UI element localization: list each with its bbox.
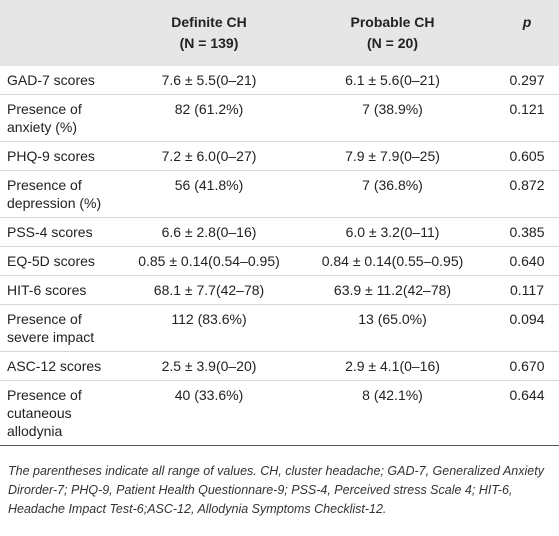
cell: 0.297 [495, 66, 559, 95]
cell: 0.385 [495, 217, 559, 247]
row-label: Presence of anxiety (%) [0, 94, 128, 142]
cell: 68.1 ± 7.7(42–78) [128, 275, 290, 305]
table-row: PSS-4 scores 6.6 ± 2.8(0–16) 6.0 ± 3.2(0–1… [0, 217, 559, 247]
cell: 0.117 [495, 275, 559, 305]
header-cell: Probable CH (N = 20) [290, 0, 495, 66]
table-row: HIT-6 scores 68.1 ± 7.7(42–78) 63.9 ± 11.2… [0, 275, 559, 305]
cell: 0.605 [495, 141, 559, 171]
row-label: GAD-7 scores [0, 66, 128, 95]
cell: 6.0 ± 3.2(0–11) [290, 217, 495, 247]
cell: 112 (83.6%) [128, 304, 290, 352]
cell: 7.2 ± 6.0(0–27) [128, 141, 290, 171]
cell: 0.872 [495, 170, 559, 218]
header-row: Definite CH (N = 139) Probable CH (N = 20) p [0, 0, 559, 66]
table-row: EQ-5D scores 0.85 ± 0.14(0.54–0.95) 0.84 ±… [0, 246, 559, 276]
row-label: ASC-12 scores [0, 351, 128, 381]
header-text: (N = 139) [179, 35, 239, 51]
table-row: PHQ-9 scores 7.2 ± 6.0(0–27) 7.9 ± 7.9(0–2… [0, 141, 559, 171]
row-label: HIT-6 scores [0, 275, 128, 305]
cell: 0.094 [495, 304, 559, 352]
header-text: p [522, 14, 532, 30]
cell: 6.6 ± 2.8(0–16) [128, 217, 290, 247]
row-label: Presence of depression (%) [0, 170, 128, 218]
cell: 7.6 ± 5.5(0–21) [128, 66, 290, 95]
header-cell: Definite CH (N = 139) [128, 0, 290, 66]
cell: 0.121 [495, 94, 559, 142]
table-row: GAD-7 scores 7.6 ± 5.5(0–21) 6.1 ± 5.6(0–2… [0, 66, 559, 95]
cell: 8 (42.1%) [290, 380, 495, 446]
cell: 56 (41.8%) [128, 170, 290, 218]
header-text: Probable CH [350, 14, 435, 30]
table-row: ASC-12 scores 2.5 ± 3.9(0–20) 2.9 ± 4.1(0–… [0, 351, 559, 381]
header-cell: p [495, 0, 559, 66]
row-label: PSS-4 scores [0, 217, 128, 247]
table-row: Presence of severe impact 112 (83.6%) 13 (… [0, 304, 559, 352]
table-row: Presence of anxiety (%) 82 (61.2%) 7 (38.9… [0, 94, 559, 142]
table-row: Presence of depression (%) 56 (41.8%) 7 (3… [0, 170, 559, 218]
table-body: GAD-7 scores 7.6 ± 5.5(0–21) 6.1 ± 5.6(0–2… [0, 66, 559, 446]
table-row: Presence of cutaneous allodynia 40 (33.6%… [0, 380, 559, 446]
cell: 0.640 [495, 246, 559, 276]
cell: 6.1 ± 5.6(0–21) [290, 66, 495, 95]
cell: 7 (38.9%) [290, 94, 495, 142]
row-label: PHQ-9 scores [0, 141, 128, 171]
cell: 2.9 ± 4.1(0–16) [290, 351, 495, 381]
cell: 0.85 ± 0.14(0.54–0.95) [128, 246, 290, 276]
table-header: Definite CH (N = 139) Probable CH (N = 20) p [0, 0, 559, 66]
cell: 82 (61.2%) [128, 94, 290, 142]
cell: 40 (33.6%) [128, 380, 290, 446]
cell: 2.5 ± 3.9(0–20) [128, 351, 290, 381]
cell: 13 (65.0%) [290, 304, 495, 352]
cell: 7 (36.8%) [290, 170, 495, 218]
footnote: The parentheses indicate all range of va… [8, 464, 544, 516]
cell: 0.644 [495, 380, 559, 446]
cell: 0.670 [495, 351, 559, 381]
row-label: Presence of severe impact [0, 304, 128, 352]
row-label: Presence of cutaneous allodynia [0, 380, 128, 446]
cell: 7.9 ± 7.9(0–25) [290, 141, 495, 171]
header-cell [0, 0, 128, 66]
row-label: EQ-5D scores [0, 246, 128, 276]
header-text: Definite CH [171, 14, 247, 30]
header-text: (N = 20) [367, 35, 418, 51]
cell: 63.9 ± 11.2(42–78) [290, 275, 495, 305]
cell: 0.84 ± 0.14(0.55–0.95) [290, 246, 495, 276]
data-table: Definite CH (N = 139) Probable CH (N = 20) p… [0, 0, 559, 446]
